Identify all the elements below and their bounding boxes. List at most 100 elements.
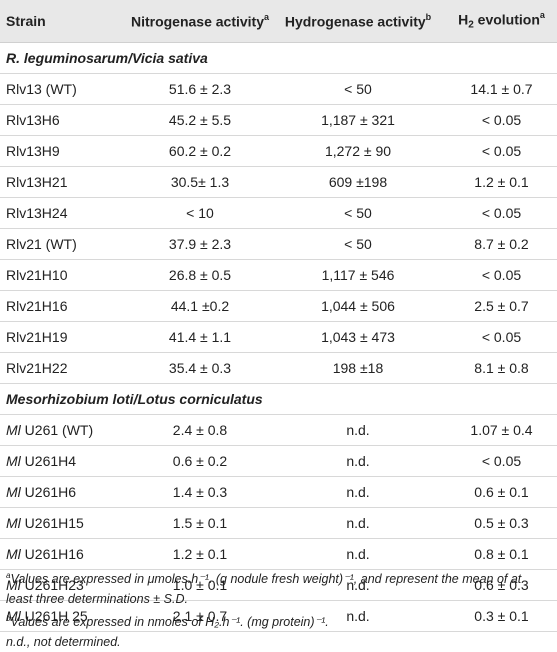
cell-nitrogenase: 26.8 ± 0.5: [130, 259, 270, 291]
cell-h2-evolution: < 0.05: [446, 135, 557, 167]
cell-h2-evolution: 0.6 ± 0.3: [446, 569, 557, 601]
footnote-b: bValues are expressed in nmoles of H₂.h⁻…: [6, 614, 329, 630]
table-row: Ml U261H23 1.0 ± 0.1 n.d. 0.6 ± 0.3: [0, 569, 557, 601]
table-row: Rlv13 (WT) 51.6 ± 2.3 < 50 14.1 ± 0.7: [0, 73, 557, 105]
strain-name: Rlv13H24: [6, 205, 68, 221]
strain-name: U261 (WT): [20, 422, 94, 438]
table-row: Ml U261 (WT) 2.4 ± 0.8 n.d. 1.07 ± 0.4: [0, 414, 557, 446]
cell-nitrogenase: 0.6 ± 0.2: [130, 445, 270, 477]
footnote-a: aValues are expressed in μmoles.h⁻¹. (g …: [6, 571, 522, 607]
table-row: Ml U261H16 1.2 ± 0.1 n.d. 0.8 ± 0.1: [0, 538, 557, 570]
header-strain: Strain: [0, 0, 130, 43]
cell-hydrogenase: 1,187 ± 321: [270, 104, 446, 136]
table-row: Rlv21 (WT) 37.9 ± 2.3 < 50 8.7 ± 0.2: [0, 228, 557, 260]
cell-nitrogenase: 1.0 ± 0.1: [130, 569, 270, 601]
cell-hydrogenase: < 50: [270, 228, 446, 260]
group-title: R. leguminosarum/Vicia sativa: [0, 42, 557, 74]
cell-strain: Rlv21H10: [0, 259, 130, 291]
strain-prefix: Ml: [6, 546, 21, 562]
cell-hydrogenase: n.d.: [270, 538, 446, 570]
cell-h2-evolution: 2.5 ± 0.7: [446, 290, 557, 322]
cell-hydrogenase: n.d.: [270, 507, 446, 539]
cell-hydrogenase: 609 ±198: [270, 166, 446, 198]
table-row: Ml U261H6 1.4 ± 0.3 n.d. 0.6 ± 0.1: [0, 476, 557, 508]
strain-name: Rlv21H16: [6, 298, 68, 314]
cell-h2-evolution: 8.7 ± 0.2: [446, 228, 557, 260]
cell-h2-evolution: < 0.05: [446, 321, 557, 353]
group-header-row: R. leguminosarum/Vicia sativa: [0, 42, 557, 74]
cell-nitrogenase: 1.2 ± 0.1: [130, 538, 270, 570]
cell-h2-evolution: < 0.05: [446, 259, 557, 291]
table-row: Rlv13H24 < 10 < 50 < 0.05: [0, 197, 557, 229]
strain-prefix: Ml: [6, 515, 21, 531]
cell-hydrogenase: 1,043 ± 473: [270, 321, 446, 353]
table-row: Rlv21H10 26.8 ± 0.5 1,117 ± 546 < 0.05: [0, 259, 557, 291]
strain-name: Rlv13H6: [6, 112, 60, 128]
cell-strain: Ml U261H16: [0, 538, 130, 570]
strain-name: U261H4: [20, 453, 77, 469]
cell-hydrogenase: n.d.: [270, 414, 446, 446]
cell-strain: Ml U261H15: [0, 507, 130, 539]
header-hydrogenase: Hydrogenase activityb: [270, 0, 446, 43]
cell-strain: Ml U261H6: [0, 476, 130, 508]
cell-strain: Rlv13H24: [0, 197, 130, 229]
table-row: Rlv21H16 44.1 ±0.2 1,044 ± 506 2.5 ± 0.7: [0, 290, 557, 322]
cell-nitrogenase: < 10: [130, 197, 270, 229]
strain-name: Rlv13 (WT): [6, 81, 77, 97]
strain-prefix: Ml: [6, 577, 21, 593]
strain-name: U261H23: [20, 577, 84, 593]
cell-strain: Rlv13H21: [0, 166, 130, 198]
table-row: Ml U261H15 1.5 ± 0.1 n.d. 0.5 ± 0.3: [0, 507, 557, 539]
strain-prefix: Ml: [6, 422, 21, 438]
cell-hydrogenase: n.d.: [270, 600, 446, 632]
cell-strain: Rlv13 (WT): [0, 73, 130, 105]
cell-strain: Ml U261H4: [0, 445, 130, 477]
strain-name: Rlv13H21: [6, 174, 68, 190]
cell-h2-evolution: 0.3 ± 0.1: [446, 600, 557, 632]
cell-nitrogenase: 2.4 ± 0.8: [130, 414, 270, 446]
cell-h2-evolution: 1.07 ± 0.4: [446, 414, 557, 446]
cell-strain: Rlv21H19: [0, 321, 130, 353]
cell-h2-evolution: 8.1 ± 0.8: [446, 352, 557, 384]
table-row: Rlv13H21 30.5± 1.3 609 ±198 1.2 ± 0.1: [0, 166, 557, 198]
cell-nitrogenase: 35.4 ± 0.3: [130, 352, 270, 384]
strain-name: Rlv21H19: [6, 329, 68, 345]
table-row: Rlv21H19 41.4 ± 1.1 1,043 ± 473 < 0.05: [0, 321, 557, 353]
table-row: Ml U261H4 0.6 ± 0.2 n.d. < 0.05: [0, 445, 557, 477]
strain-name: Rlv21H10: [6, 267, 68, 283]
cell-strain: Ml U261H 25: [0, 600, 130, 632]
header-nitrogenase: Nitrogenase activitya: [130, 0, 270, 43]
strain-name: U261H15: [20, 515, 84, 531]
cell-strain: Ml U261H23: [0, 569, 130, 601]
footnote-nd: n.d., not determined.: [6, 635, 121, 650]
cell-hydrogenase: < 50: [270, 197, 446, 229]
cell-nitrogenase: 1.4 ± 0.3: [130, 476, 270, 508]
group-header-row: Mesorhizobium loti/Lotus corniculatus: [0, 383, 557, 415]
strain-name: U261H 25: [20, 608, 88, 624]
cell-nitrogenase: 45.2 ± 5.5: [130, 104, 270, 136]
cell-nitrogenase: 1.5 ± 0.1: [130, 507, 270, 539]
cell-strain: Rlv21 (WT): [0, 228, 130, 260]
cell-h2-evolution: 1.2 ± 0.1: [446, 166, 557, 198]
cell-hydrogenase: 1,272 ± 90: [270, 135, 446, 167]
cell-h2-evolution: 0.5 ± 0.3: [446, 507, 557, 539]
footnotes: aValues are expressed in μmoles.h⁻¹. (g …: [6, 566, 551, 652]
header-row: Strain Nitrogenase activitya Hydrogenase…: [0, 0, 557, 43]
cell-hydrogenase: n.d.: [270, 569, 446, 601]
cell-nitrogenase: 51.6 ± 2.3: [130, 73, 270, 105]
cell-hydrogenase: 198 ±18: [270, 352, 446, 384]
cell-nitrogenase: 2.1 ± 0.7: [130, 600, 270, 632]
cell-h2-evolution: < 0.05: [446, 104, 557, 136]
cell-hydrogenase: n.d.: [270, 476, 446, 508]
cell-h2-evolution: < 0.05: [446, 197, 557, 229]
cell-hydrogenase: n.d.: [270, 445, 446, 477]
table-row: Rlv13H6 45.2 ± 5.5 1,187 ± 321 < 0.05: [0, 104, 557, 136]
cell-nitrogenase: 30.5± 1.3: [130, 166, 270, 198]
cell-nitrogenase: 60.2 ± 0.2: [130, 135, 270, 167]
strain-prefix: Ml: [6, 453, 21, 469]
strain-name: Rlv13H9: [6, 143, 60, 159]
data-table: Strain Nitrogenase activitya Hydrogenase…: [0, 0, 557, 632]
table-body: R. leguminosarum/Vicia sativa Rlv13 (WT) 5…: [0, 42, 557, 632]
strain-name: U261H16: [20, 546, 84, 562]
